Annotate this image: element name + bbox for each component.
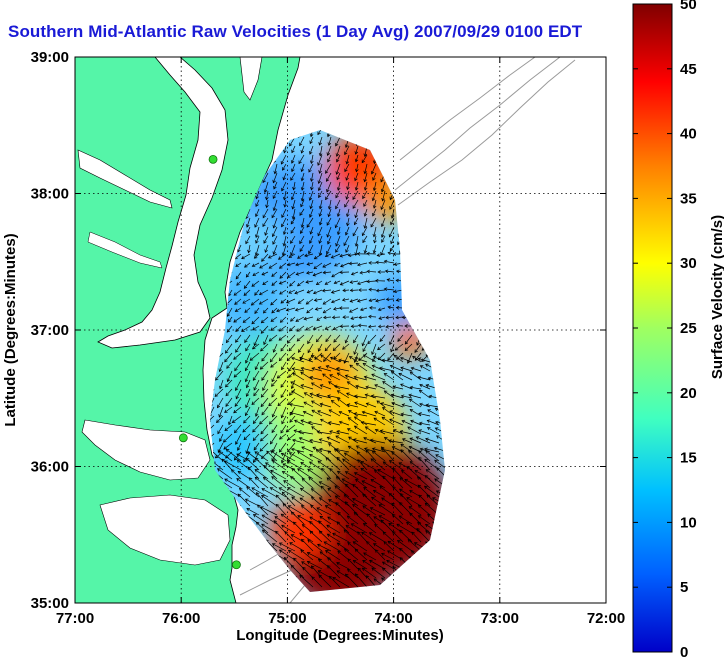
colorbar-tick-label: 50 xyxy=(680,0,697,13)
y-axis-ticks: 39:00 38:00 37:00 36:00 35:00 xyxy=(31,49,606,612)
colorbar-tick-label: 30 xyxy=(680,255,697,272)
x-tick-label: 72:00 xyxy=(587,610,625,627)
y-tick-label: 36:00 xyxy=(31,459,69,476)
colorbar-tick-label: 45 xyxy=(680,61,697,78)
x-tick-label: 77:00 xyxy=(56,610,94,627)
grid-lines xyxy=(75,57,606,603)
y-tick-label: 38:00 xyxy=(31,186,69,203)
colorbar xyxy=(632,3,673,653)
map-title: Southern Mid-Atlantic Raw Velocities (1 … xyxy=(8,22,583,41)
colorbar-tick-label: 10 xyxy=(680,514,697,531)
radar-stations xyxy=(178,46,286,570)
y-tick-label: 39:00 xyxy=(31,49,69,66)
colorbar-tick-label: 40 xyxy=(680,126,697,143)
colorbar-tick-label: 15 xyxy=(680,450,697,467)
station-marker xyxy=(278,46,286,54)
colorbar-tick-label: 5 xyxy=(680,579,688,596)
x-tick-label: 76:00 xyxy=(162,610,200,627)
station-marker xyxy=(232,560,241,570)
pamlico-sound xyxy=(99,494,231,566)
x-tick-label: 73:00 xyxy=(481,610,519,627)
y-axis-label: Latitude (Degrees:Minutes) xyxy=(2,233,19,426)
x-tick-label: 74:00 xyxy=(374,610,412,627)
x-tick-label: 75:00 xyxy=(268,610,306,627)
chesapeake-bay xyxy=(97,57,229,349)
y-tick-label: 35:00 xyxy=(31,595,69,612)
station-marker xyxy=(178,433,188,443)
colorbar-label: Surface Velocity (cm/s) xyxy=(709,215,724,379)
delaware-bay xyxy=(239,57,263,101)
albemarle-sound xyxy=(81,419,211,481)
colorbar-tick-label: 25 xyxy=(680,320,697,337)
rappahannock-river xyxy=(87,231,163,269)
colorbar-tick-label: 0 xyxy=(680,644,688,659)
station-marker xyxy=(208,154,218,164)
x-axis-ticks: 77:00 76:00 75:00 74:00 73:00 72:00 xyxy=(56,57,625,627)
colorbar-tick-label: 20 xyxy=(680,385,697,402)
x-axis-label: Longitude (Degrees:Minutes) xyxy=(236,627,444,644)
colorbar-tick-label: 35 xyxy=(680,190,697,207)
y-tick-label: 37:00 xyxy=(31,322,69,339)
colorbar-ticks: 0 5 10 15 20 25 30 35 40 45 50 xyxy=(633,0,697,659)
